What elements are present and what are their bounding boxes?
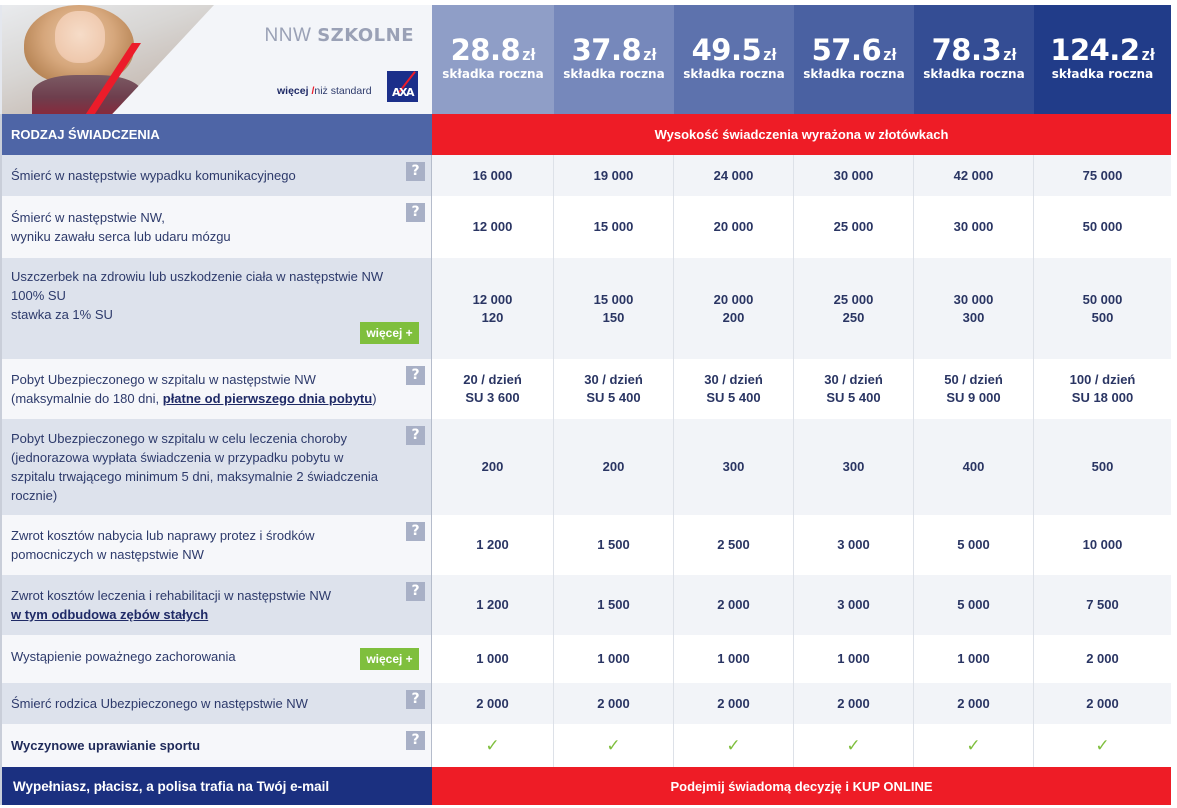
check-icon: ✓ [485, 735, 500, 756]
plan-prices: 28.8 zł składka roczna 37.8 zł składka roc… [432, 5, 1171, 114]
help-icon[interactable]: ? [406, 426, 425, 445]
hero-banner: NNW SZKOLNE więcej /niż standard AXA [0, 5, 432, 114]
buy-online-button[interactable]: Podejmij świadomą decyzję i KUP ONLINE [432, 767, 1171, 805]
benefit-label: Zwrot kosztów leczenia i rehabilitacji w… [0, 575, 432, 635]
table-row: Śmierć w następstwie wypadku komunikacyj… [0, 155, 1171, 196]
plan-price[interactable]: 28.8 zł składka roczna [432, 5, 554, 114]
benefit-label: Śmierć w następstwie wypadku komunikacyj… [0, 155, 432, 196]
benefit-label: Wystąpienie poważnego zachorowania więce… [0, 635, 432, 683]
first-day-link[interactable]: płatne od pierwszego dnia pobytu [162, 391, 373, 406]
plan-price[interactable]: 78.3 zł składka roczna [914, 5, 1034, 114]
benefit-label: Pobyt Ubezpieczonego w szpitalu w celu l… [0, 419, 432, 515]
help-icon[interactable]: ? [406, 582, 425, 601]
check-icon: ✓ [606, 735, 621, 756]
table-row: Pobyt Ubezpieczonego w szpitalu w następ… [0, 359, 1171, 419]
help-icon[interactable]: ? [406, 203, 425, 222]
table-row: Śmierć rodzica Ubezpieczonego w następst… [0, 683, 1171, 724]
email-delivery-note: Wypełniasz, płacisz, a polisa trafia na … [0, 767, 432, 805]
help-icon[interactable]: ? [406, 731, 425, 750]
comparison-table: NNW SZKOLNE więcej /niż standard AXA 28.… [0, 5, 1171, 805]
table-row: Śmierć w następstwie NW, wyniku zawału s… [0, 196, 1171, 258]
more-button[interactable]: więcej + [360, 648, 419, 670]
benefit-label: Pobyt Ubezpieczonego w szpitalu w następ… [0, 359, 432, 419]
table-row: Wyczynowe uprawianie sportu ? ✓ ✓ ✓ ✓ ✓ … [0, 724, 1171, 767]
product-title: NNW SZKOLNE [264, 25, 414, 46]
table-row: Zwrot kosztów leczenia i rehabilitacji w… [0, 575, 1171, 635]
child-photo [2, 5, 214, 114]
plan-price[interactable]: 124.2 zł składka roczna [1034, 5, 1171, 114]
check-icon: ✓ [846, 735, 861, 756]
footer-bar: Wypełniasz, płacisz, a polisa trafia na … [0, 767, 1171, 805]
help-icon[interactable]: ? [406, 366, 425, 385]
help-icon[interactable]: ? [406, 162, 425, 181]
section-header: RODZAJ ŚWIADCZENIA Wysokość świadczenia … [0, 114, 1171, 155]
benefit-label: Śmierć w następstwie NW, wyniku zawału s… [0, 196, 432, 258]
plan-price[interactable]: 57.6 zł składka roczna [794, 5, 914, 114]
benefit-label: Zwrot kosztów nabycia lub naprawy protez… [0, 515, 432, 575]
benefit-amount-header: Wysokość świadczenia wyrażona w złotówka… [432, 114, 1171, 155]
help-icon[interactable]: ? [406, 522, 425, 541]
table-row: Wystąpienie poważnego zachorowania więce… [0, 635, 1171, 683]
check-icon: ✓ [1095, 735, 1110, 756]
plan-price[interactable]: 49.5 zł składka roczna [674, 5, 794, 114]
benefit-label: Śmierć rodzica Ubezpieczonego w następst… [0, 683, 432, 724]
axa-logo: AXA [387, 71, 418, 102]
top-header: NNW SZKOLNE więcej /niż standard AXA 28.… [0, 5, 1171, 114]
more-button[interactable]: więcej + [360, 322, 419, 344]
benefit-label: Uszczerbek na zdrowiu lub uszkodzenie ci… [0, 258, 432, 359]
check-icon: ✓ [726, 735, 741, 756]
tagline: więcej /niż standard [277, 85, 372, 97]
dental-link[interactable]: w tym odbudowa zębów stałych [11, 607, 209, 622]
help-icon[interactable]: ? [406, 690, 425, 709]
table-row: Pobyt Ubezpieczonego w szpitalu w celu l… [0, 419, 1171, 515]
check-icon: ✓ [966, 735, 981, 756]
benefit-label: Wyczynowe uprawianie sportu ? [0, 724, 432, 767]
table-row: Zwrot kosztów nabycia lub naprawy protez… [0, 515, 1171, 575]
table-row: Uszczerbek na zdrowiu lub uszkodzenie ci… [0, 258, 1171, 359]
benefit-type-header: RODZAJ ŚWIADCZENIA [0, 114, 432, 155]
plan-price[interactable]: 37.8 zł składka roczna [554, 5, 674, 114]
